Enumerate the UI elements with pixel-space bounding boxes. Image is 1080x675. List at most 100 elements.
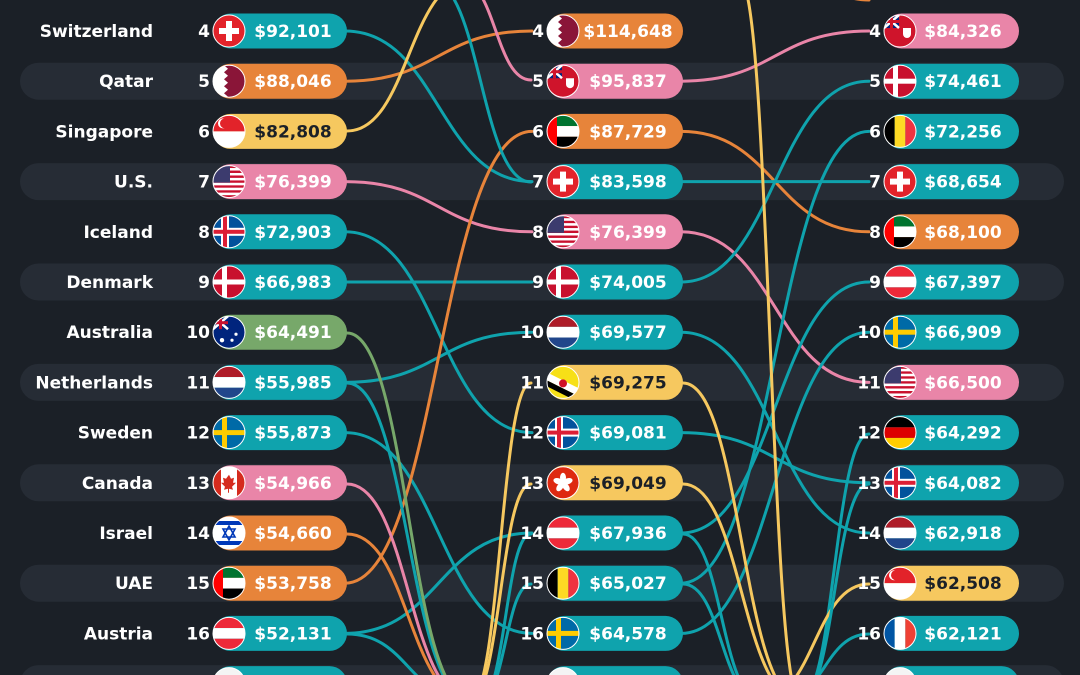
ranking-entry: 14 $62,918 (857, 515, 1019, 551)
rank-connector (343, 29, 534, 184)
germany-flag-icon (884, 416, 916, 449)
rank-connector (481, 0, 533, 82)
uae-flag-icon (547, 115, 579, 148)
rank-connector (345, 532, 436, 675)
iceland-flag-icon (547, 416, 579, 449)
ranking-entry: 13 $64,082 (857, 465, 1019, 501)
gdp-value: $84,326 (924, 22, 1001, 42)
belgium-flag-icon (884, 115, 916, 148)
ranking-entry: 7 $76,399 (198, 164, 347, 200)
denmark-flag-icon (884, 65, 916, 98)
rank-connector (493, 532, 533, 675)
gdp-value: $87,729 (589, 122, 666, 142)
singapore-flag-icon (884, 567, 916, 600)
austria-flag-icon (213, 617, 245, 650)
value-pill (884, 314, 1019, 350)
gdp-value: $67,397 (924, 273, 1001, 293)
value-pill (213, 264, 347, 300)
gdp-value: $62,508 (924, 574, 1001, 594)
rank-connector (345, 482, 440, 675)
gdp-value: $64,491 (254, 323, 331, 343)
value-pill (547, 13, 683, 49)
ranking-entry: 5 $74,461 (869, 63, 1019, 99)
value-pill (884, 13, 1019, 49)
rank-connector (817, 632, 871, 675)
rank-connector (679, 280, 871, 535)
ranking-entry: 11 $66,500 (857, 364, 1019, 400)
rank-number: 4 (532, 22, 544, 42)
gdp-value: $74,461 (924, 72, 1001, 92)
rank-number: 9 (532, 273, 544, 293)
rank-connector (345, 632, 419, 675)
gdp-value: $55,985 (254, 373, 331, 393)
australia-flag-icon (213, 316, 245, 349)
austria-flag-icon (547, 517, 579, 549)
ranking-entry: 13 $54,966 (186, 465, 347, 501)
gdp-value: $67,936 (589, 524, 666, 544)
value-pill (547, 164, 683, 200)
value-pill (547, 415, 683, 451)
value-pill (884, 415, 1019, 451)
country-label: Switzerland (40, 22, 153, 42)
gdp-value: $69,081 (589, 424, 666, 444)
ranking-entry: 7 $68,654 (869, 164, 1019, 200)
country-label: UAE (115, 574, 153, 594)
value-pill (547, 515, 683, 551)
country-label: Netherlands (35, 373, 153, 393)
gdp-value: $69,049 (589, 474, 666, 494)
qatar-flag-icon (547, 15, 579, 47)
rank-number: 16 (520, 624, 544, 644)
gdp-value: $52,131 (254, 624, 331, 644)
ranking-entry: 9 $66,983 (198, 264, 347, 300)
ranking-entry: 8 $72,903 (198, 214, 347, 250)
rank-number: 16 (186, 624, 210, 644)
rank-connector (343, 230, 534, 435)
ranking-entry: 6 $72,256 (869, 113, 1019, 149)
rank-number: 15 (857, 574, 881, 594)
rank-connector (345, 0, 439, 133)
sweden-flag-icon (547, 617, 579, 650)
israel-flag-icon (213, 517, 245, 549)
rank-number: 12 (520, 424, 544, 444)
rank-number: 11 (520, 373, 544, 393)
ranking-entry: 15 $62,508 (857, 565, 1019, 601)
value-pill (213, 515, 347, 551)
gdp-value: $69,577 (589, 323, 666, 343)
ranking-entry: 10 $66,909 (857, 314, 1019, 350)
rank-connector (343, 129, 534, 585)
netherlands-flag-icon (547, 316, 579, 349)
rank-number: 13 (520, 474, 544, 494)
rank-connector (452, 0, 533, 184)
gdp-value: $65,027 (589, 574, 666, 594)
ranking-entry: 16 $62,121 (857, 615, 1019, 651)
rank-number: 9 (869, 273, 881, 293)
rank-number: 13 (186, 474, 210, 494)
value-pill-partial (549, 666, 681, 675)
country-label: Austria (84, 624, 153, 644)
denmark-flag-icon (547, 266, 579, 298)
rank-number: 5 (869, 72, 881, 92)
rank-connector (681, 381, 777, 675)
denmark-flag-icon (213, 266, 245, 298)
value-pill (547, 314, 683, 350)
rank-number: 8 (532, 223, 544, 243)
rank-number: 4 (198, 22, 210, 42)
ranking-entry: 10 $69,577 (520, 314, 683, 350)
value-pill (884, 515, 1019, 551)
switzerland-flag-icon (884, 165, 916, 198)
ranking-entry: 6 $82,808 (198, 113, 347, 149)
rank-number: 13 (857, 474, 881, 494)
ranking-entry: 15 $53,758 (186, 565, 347, 601)
ranking-entry: 8 $76,399 (532, 214, 683, 250)
value-pill (884, 164, 1019, 200)
ranking-entry: 14 $67,936 (520, 515, 683, 551)
switzerland-flag-icon (213, 15, 245, 47)
value-pill (884, 364, 1019, 400)
rank-connector (345, 381, 445, 675)
rank-connector (481, 381, 533, 675)
country-label: U.S. (114, 173, 153, 193)
ranking-entry: 5 $95,837 (532, 63, 683, 99)
flag-icon (548, 667, 578, 675)
value-pill (213, 364, 347, 400)
